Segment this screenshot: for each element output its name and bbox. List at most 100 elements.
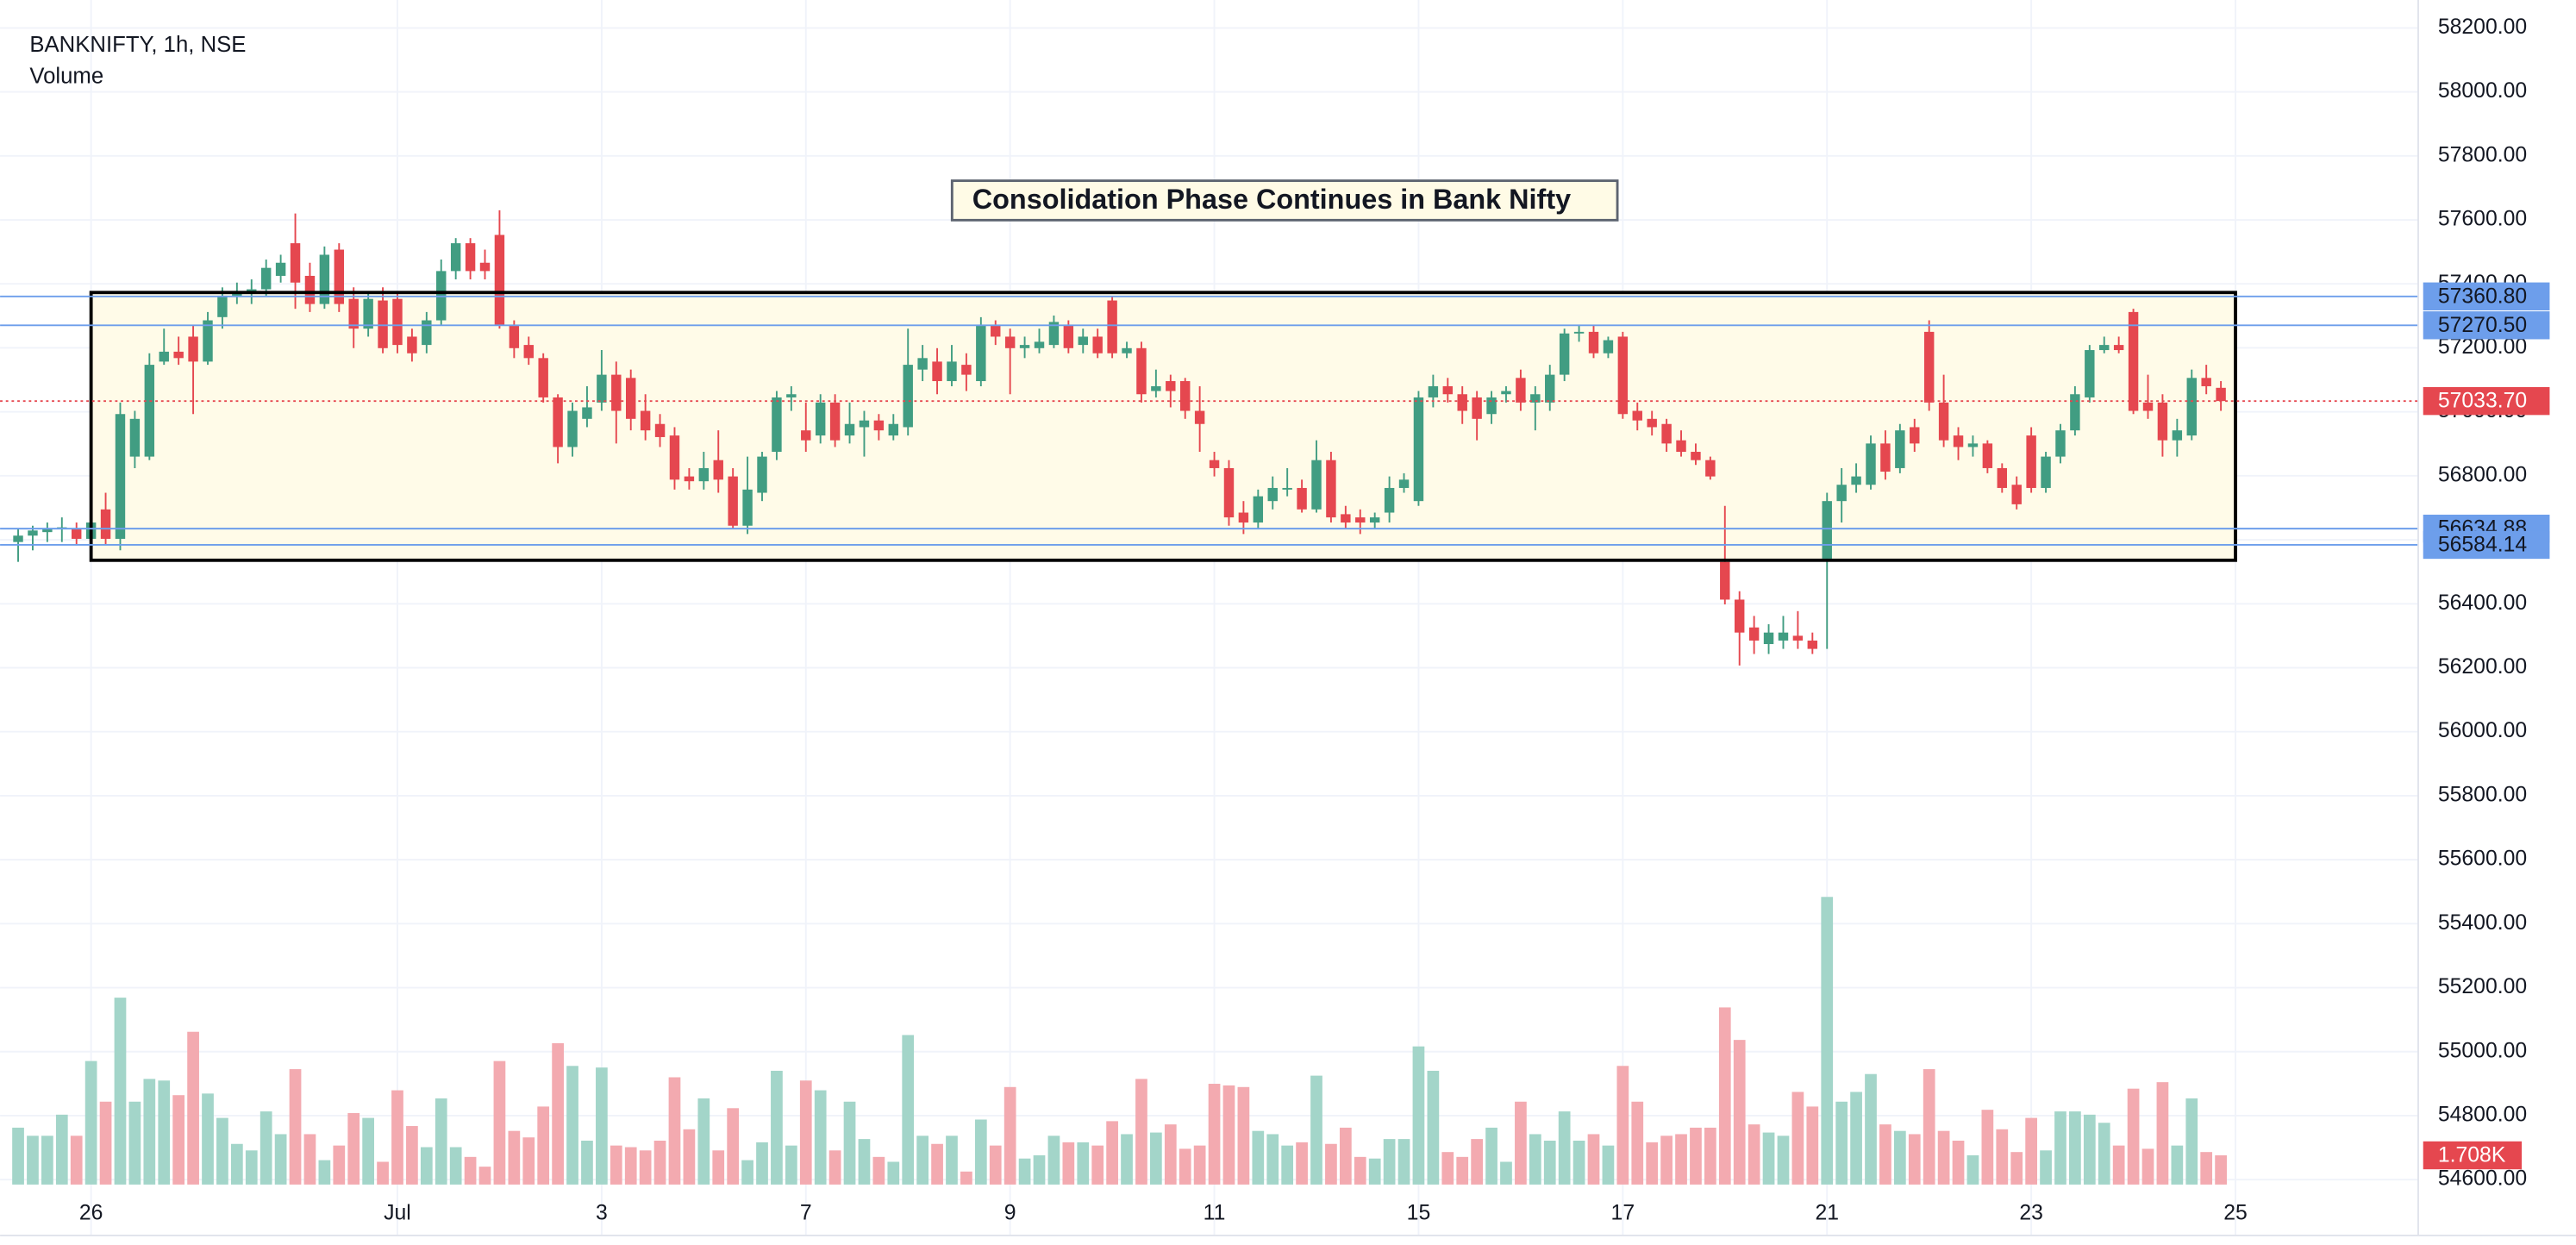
candle-body	[173, 351, 184, 359]
candle-body	[1748, 627, 1760, 641]
candle-body	[1807, 640, 1818, 649]
volume-bar	[114, 998, 127, 1185]
candle-body	[1910, 427, 1920, 444]
volume-bar	[508, 1130, 521, 1185]
candle-body	[1136, 347, 1147, 395]
candle-body	[1253, 496, 1264, 523]
volume-bar	[55, 1114, 68, 1185]
candle-body	[1355, 517, 1366, 523]
volume-bar	[1266, 1134, 1279, 1185]
volume-bar	[2156, 1082, 2169, 1185]
last-volume-label: 1.708K	[2438, 1143, 2506, 1167]
candle-body	[217, 295, 228, 317]
candle-body	[1326, 460, 1336, 518]
volume-bar	[27, 1136, 39, 1185]
volume-bar	[318, 1160, 331, 1185]
candle-body	[465, 243, 476, 272]
candle-body	[1792, 635, 1804, 641]
candle-body	[582, 407, 592, 419]
candle-body	[597, 374, 607, 403]
volume-bar	[187, 1031, 199, 1185]
candle-body	[640, 410, 651, 431]
volume-bar	[391, 1090, 403, 1185]
volume-bar	[1733, 1040, 1746, 1185]
candle-body	[479, 262, 491, 272]
volume-bar	[333, 1145, 346, 1185]
volume-bar	[2054, 1111, 2066, 1185]
candle-body	[363, 298, 373, 329]
volume-bar	[1835, 1101, 1848, 1185]
candle-body	[1341, 514, 1351, 523]
candle-body	[1384, 487, 1395, 513]
candle-body	[1938, 402, 1949, 441]
candle-body	[290, 243, 301, 283]
candle-body	[407, 336, 417, 353]
volume-bar	[931, 1143, 943, 1185]
volume-bar	[1252, 1130, 1265, 1185]
volume-bar	[1543, 1140, 1556, 1185]
volume-bar	[259, 1111, 272, 1185]
y-tick-label: 54600.00	[2438, 1167, 2527, 1191]
volume-bar	[1427, 1070, 1440, 1185]
volume-bar	[1237, 1086, 1250, 1185]
volume-bar	[1222, 1085, 1235, 1185]
candle-body	[801, 430, 811, 441]
candle-body	[991, 325, 1001, 337]
volume-bar	[1354, 1156, 1366, 1185]
candle-body	[509, 325, 520, 348]
candle-body	[1617, 336, 1629, 415]
candle-body	[713, 460, 723, 480]
candle-body	[1851, 476, 1861, 485]
candle-body	[2055, 430, 2066, 457]
candle-body	[1413, 397, 1424, 502]
candle-body	[203, 320, 213, 362]
volume-bar	[1062, 1142, 1075, 1185]
candle-body	[2186, 378, 2197, 436]
candle-body	[2113, 345, 2124, 351]
candle-body	[1472, 397, 1482, 419]
candle-body	[188, 336, 198, 362]
volume-bar	[1310, 1075, 1322, 1185]
candle-body	[450, 243, 461, 272]
volume-bar	[712, 1150, 725, 1185]
candle-body	[1063, 325, 1074, 348]
volume-bar	[1616, 1066, 1629, 1185]
volume-bar	[1325, 1143, 1337, 1185]
volume-bar	[2200, 1152, 2213, 1185]
candle-body	[772, 397, 782, 453]
volume-bar	[362, 1117, 374, 1185]
volume-bar	[1106, 1121, 1118, 1185]
x-tick-label: 9	[1004, 1202, 1016, 1225]
volume-bar	[99, 1101, 112, 1185]
candle-body	[1705, 460, 1716, 477]
annotation-box	[950, 179, 1619, 222]
volume-bar	[1018, 1158, 1031, 1185]
y-tick-label: 55000.00	[2438, 1039, 2527, 1062]
volume-bar	[1412, 1046, 1425, 1185]
candle-body	[2201, 378, 2211, 386]
y-tick-label: 56400.00	[2438, 591, 2527, 615]
volume-bar	[1631, 1101, 1644, 1185]
candle-body	[494, 235, 505, 326]
candle-body	[319, 254, 330, 304]
candle-body	[1691, 452, 1701, 460]
candle-body	[1516, 378, 1526, 403]
candle-body	[786, 394, 797, 397]
candle-body	[2172, 430, 2183, 441]
y-tick-label: 58000.00	[2438, 79, 2527, 103]
volume-bar	[1456, 1156, 1469, 1185]
volume-bar	[1091, 1145, 1104, 1185]
volume-bar	[1471, 1139, 1483, 1185]
volume-bar	[974, 1119, 987, 1185]
volume-bar	[799, 1080, 812, 1185]
volume-bar	[697, 1098, 710, 1185]
candle-body	[1632, 410, 1642, 421]
candle-body	[1004, 336, 1016, 348]
volume-bar	[1515, 1101, 1527, 1185]
candle-body	[1151, 385, 1161, 391]
candle-body	[2099, 345, 2110, 351]
volume-bar	[274, 1134, 287, 1185]
candle-body	[72, 529, 82, 539]
volume-bar	[1952, 1140, 1965, 1185]
